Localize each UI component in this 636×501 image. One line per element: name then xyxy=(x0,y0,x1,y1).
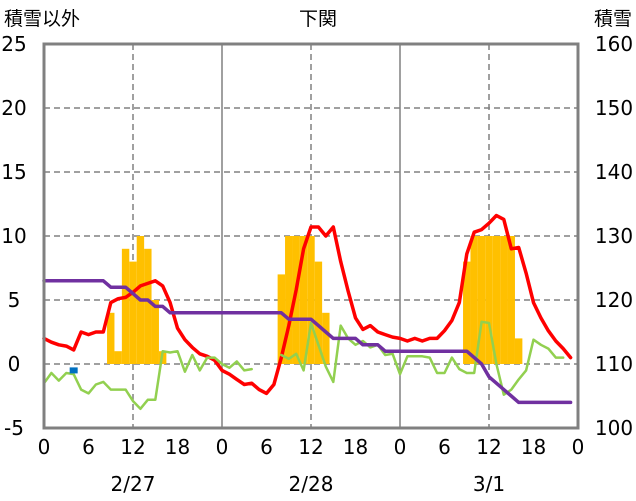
x-tick-label: 6 xyxy=(438,435,451,459)
right-axis-label: 積雪 xyxy=(594,8,632,30)
snow-bar xyxy=(129,261,137,364)
date-label: 2/28 xyxy=(289,472,334,496)
right-tick-label: 150 xyxy=(595,96,633,120)
snow-bar xyxy=(514,338,523,364)
right-axis-ticks: 100 110 120 130 140 150 160 xyxy=(595,32,633,440)
left-tick-label: 0 xyxy=(8,352,21,376)
snow-bar xyxy=(477,236,486,364)
snow-bar xyxy=(121,248,130,364)
snow-bar xyxy=(292,236,300,364)
snow-bar xyxy=(463,261,471,364)
x-tick-label: 18 xyxy=(165,435,190,459)
snow-bar xyxy=(151,300,159,364)
snow-bar xyxy=(107,312,115,364)
right-tick-label: 140 xyxy=(595,160,633,184)
left-tick-label: 20 xyxy=(1,96,26,120)
right-tick-label: 130 xyxy=(595,224,633,248)
x-tick-label: 12 xyxy=(120,435,145,459)
left-tick-label: 15 xyxy=(1,160,26,184)
chart-title: 下関 xyxy=(299,8,337,30)
left-axis-label: 積雪以外 xyxy=(4,8,80,30)
snow-bar xyxy=(314,261,323,364)
right-tick-label: 110 xyxy=(595,352,633,376)
series-marker xyxy=(69,367,78,374)
x-tick-label: 0 xyxy=(394,435,407,459)
snow-bar xyxy=(322,312,330,364)
snow-bar xyxy=(507,236,515,364)
series-line xyxy=(42,279,573,405)
date-labels: 2/27 2/28 3/1 xyxy=(111,472,506,496)
x-tick-label: 12 xyxy=(476,435,501,459)
left-tick-label: 25 xyxy=(1,32,26,56)
snow-bar xyxy=(144,248,152,364)
date-label: 2/27 xyxy=(111,472,156,496)
plot-frame xyxy=(42,42,580,430)
series-lines xyxy=(42,213,573,411)
x-tick-label: 6 xyxy=(260,435,273,459)
snow-bar xyxy=(277,274,286,364)
x-tick-label: 0 xyxy=(216,435,229,459)
x-tick-label: 18 xyxy=(521,435,546,459)
series-line xyxy=(42,349,253,411)
x-axis-ticks: 0 6 12 18 0 6 12 18 0 6 12 18 0 xyxy=(38,435,585,459)
x-tick-label: 6 xyxy=(82,435,95,459)
x-tick-label: 0 xyxy=(572,435,585,459)
snowfall-bars xyxy=(107,236,523,364)
right-tick-label: 160 xyxy=(595,32,633,56)
snow-bar xyxy=(307,236,315,364)
left-axis-ticks: -5 0 5 10 15 20 25 xyxy=(1,32,26,440)
x-tick-label: 18 xyxy=(343,435,368,459)
x-tick-label: 0 xyxy=(38,435,51,459)
right-tick-label: 120 xyxy=(595,288,633,312)
snow-bar xyxy=(492,236,501,364)
snow-bar xyxy=(114,351,122,364)
right-tick-label: 100 xyxy=(595,416,633,440)
left-tick-label: -5 xyxy=(4,416,24,440)
date-label: 3/1 xyxy=(473,472,505,496)
snow-bar xyxy=(500,236,508,364)
snow-bar xyxy=(285,236,293,364)
snow-bar xyxy=(470,236,478,364)
x-tick-label: 12 xyxy=(298,435,323,459)
series-line xyxy=(280,320,565,396)
left-tick-label: 5 xyxy=(8,288,21,312)
snow-bar xyxy=(299,236,308,364)
left-tick-label: 10 xyxy=(1,224,26,248)
snow-bar xyxy=(485,236,493,364)
